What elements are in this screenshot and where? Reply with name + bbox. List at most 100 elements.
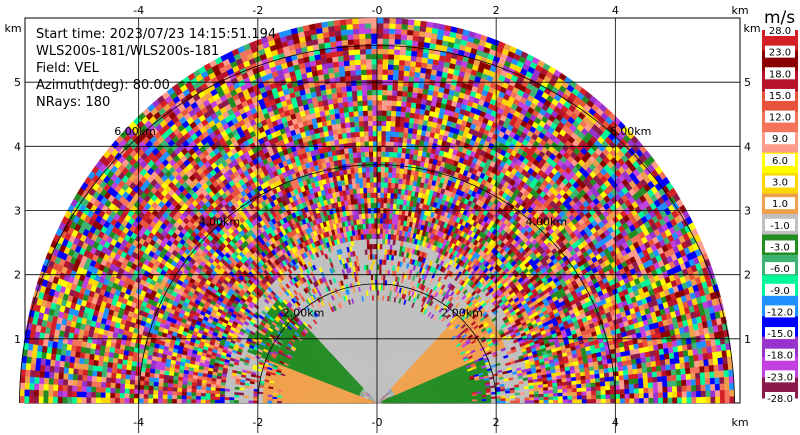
velocity-gate [510, 397, 516, 401]
velocity-gate [691, 384, 697, 392]
velocity-gate [514, 394, 521, 398]
velocity-gate [670, 363, 676, 370]
velocity-gate [676, 391, 683, 398]
velocity-gate [629, 398, 635, 404]
velocity-gate [548, 392, 554, 397]
velocity-gate [678, 350, 684, 358]
velocity-gate [575, 375, 581, 381]
velocity-gate [666, 375, 672, 382]
velocity-gate [643, 392, 649, 399]
velocity-gate [691, 390, 697, 398]
velocity-gate [689, 366, 696, 374]
velocity-gate [670, 369, 677, 376]
velocity-gate [548, 399, 554, 404]
velocity-gate [710, 396, 716, 404]
velocity-gate [567, 391, 573, 396]
velocity-gate [634, 392, 640, 399]
velocity-gate [722, 356, 728, 364]
velocity-gate [519, 394, 525, 398]
velocity-gate [472, 400, 478, 404]
velocity-gate [648, 397, 654, 404]
velocity-gate [576, 387, 582, 392]
velocity-gate [700, 396, 707, 404]
velocity-gate [624, 398, 630, 404]
velocity-gate [603, 367, 609, 374]
velocity-gate [696, 390, 702, 398]
velocity-gate [543, 389, 549, 394]
velocity-gate [667, 397, 673, 404]
velocity-gates [19, 17, 735, 404]
velocity-gate [605, 389, 611, 395]
velocity-gate [699, 365, 705, 373]
velocity-gate [664, 358, 671, 365]
velocity-gate [629, 388, 635, 394]
velocity-gate [713, 370, 720, 378]
velocity-gate [618, 374, 625, 381]
velocity-gate [638, 392, 645, 399]
velocity-gate [571, 380, 577, 385]
velocity-gate [708, 358, 714, 366]
velocity-gate [510, 400, 516, 404]
velocity-gate [703, 359, 709, 367]
velocity-gate [443, 401, 449, 404]
velocity-gate [676, 374, 682, 381]
velocity-gate [495, 400, 502, 404]
velocity-gate [647, 376, 653, 383]
velocity-gate [628, 373, 634, 380]
velocity-gate [614, 389, 621, 395]
velocity-gate [683, 355, 690, 363]
velocity-gate [623, 374, 629, 380]
velocity-gate [672, 397, 678, 404]
velocity-gate [686, 385, 692, 392]
velocity-gate [566, 380, 572, 386]
velocity-gate [572, 391, 578, 396]
velocity-gate [653, 392, 659, 398]
velocity-gate [595, 381, 601, 387]
velocity-gate [624, 393, 630, 399]
velocity-gate [553, 396, 559, 400]
velocity-gate [529, 396, 535, 401]
velocity-gate [705, 384, 711, 391]
velocity-gate [590, 382, 596, 388]
velocity-gate [481, 400, 487, 404]
velocity-gate [519, 400, 525, 404]
velocity-gate [529, 391, 535, 395]
velocity-gate [613, 370, 619, 377]
velocity-gate [557, 385, 563, 390]
velocity-gate [703, 365, 710, 373]
velocity-gate [604, 380, 611, 386]
velocity-gate [524, 399, 530, 404]
velocity-gate [640, 357, 647, 364]
velocity-gate [681, 379, 687, 386]
velocity-gate [719, 376, 725, 384]
velocity-gate [595, 390, 602, 395]
velocity-gate [674, 357, 680, 364]
velocity-gate [610, 389, 616, 395]
velocity-gate [668, 352, 675, 359]
velocity-gate [712, 357, 719, 366]
velocity-gate [671, 374, 677, 381]
velocity-gate [660, 364, 667, 371]
velocity-gate [702, 352, 709, 360]
velocity-gate [729, 396, 735, 404]
velocity-gate [486, 398, 492, 402]
velocity-gate [684, 367, 691, 375]
velocity-gate [514, 392, 520, 396]
velocity-gate [505, 392, 511, 396]
velocity-gate [529, 393, 535, 398]
velocity-gate [533, 390, 539, 395]
velocity-gate [689, 360, 695, 368]
velocity-gate [715, 389, 721, 397]
velocity-gate [543, 396, 549, 401]
velocity-gate [652, 376, 658, 383]
velocity-gate [724, 396, 730, 404]
velocity-gate [623, 379, 630, 385]
velocity-gate [613, 375, 620, 381]
velocity-gate [610, 393, 616, 399]
velocity-gate [599, 372, 605, 378]
velocity-gate [548, 396, 554, 400]
velocity-gate [615, 393, 621, 399]
velocity-gate [600, 398, 606, 404]
velocity-gate [653, 349, 660, 356]
